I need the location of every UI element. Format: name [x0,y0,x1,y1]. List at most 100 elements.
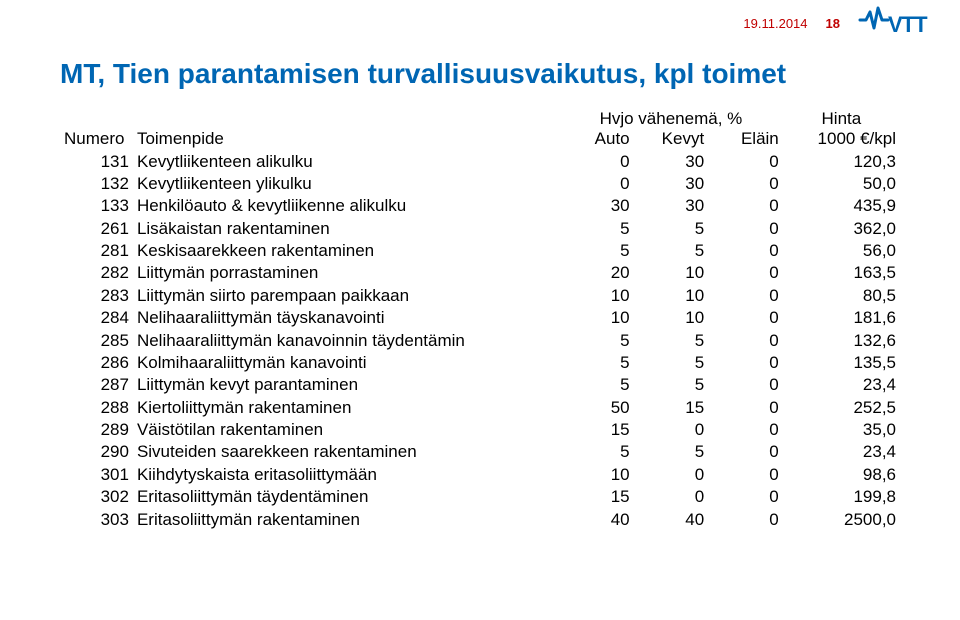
cell-auto: 5 [559,329,634,351]
table-row: 286Kolmihaaraliittymän kanavointi550135,… [60,352,900,374]
cell-price: 23,4 [783,441,900,463]
cell-desc: Nelihaaraliittymän kanavoinnin täydentäm… [133,329,559,351]
data-table: Hvjo vähenemä, % Hinta Numero Toimenpide… [60,108,900,531]
group-header-row: Hvjo vähenemä, % Hinta [60,108,900,129]
cell-num: 281 [60,240,133,262]
cell-num: 283 [60,285,133,307]
cell-desc: Liittymän kevyt parantaminen [133,374,559,396]
group-header-hvjo: Hvjo vähenemä, % [559,108,783,129]
cell-kevyt: 0 [634,464,709,486]
cell-auto: 15 [559,486,634,508]
cell-num: 302 [60,486,133,508]
cell-num: 284 [60,307,133,329]
cell-elain: 0 [708,195,783,217]
cell-num: 289 [60,419,133,441]
cell-desc: Henkilöauto & kevytliikenne alikulku [133,195,559,217]
col-header-price: 1000 €/kpl [783,129,900,150]
data-table-container: Hvjo vähenemä, % Hinta Numero Toimenpide… [60,108,900,531]
cell-kevyt: 30 [634,150,709,172]
cell-auto: 5 [559,240,634,262]
cell-price: 56,0 [783,240,900,262]
table-row: 303Eritasoliittymän rakentaminen40400250… [60,508,900,530]
cell-elain: 0 [708,329,783,351]
cell-kevyt: 10 [634,285,709,307]
cell-auto: 0 [559,173,634,195]
cell-auto: 10 [559,285,634,307]
cell-desc: Kiihdytyskaista eritasoliittymään [133,464,559,486]
cell-elain: 0 [708,419,783,441]
cell-price: 199,8 [783,486,900,508]
cell-elain: 0 [708,240,783,262]
cell-price: 163,5 [783,262,900,284]
cell-desc: Eritasoliittymän rakentaminen [133,508,559,530]
cell-price: 135,5 [783,352,900,374]
col-header-toimenpide: Toimenpide [133,129,559,150]
cell-kevyt: 5 [634,441,709,463]
cell-price: 120,3 [783,150,900,172]
cell-num: 303 [60,508,133,530]
cell-price: 50,0 [783,173,900,195]
cell-elain: 0 [708,441,783,463]
cell-desc: Liittymän porrastaminen [133,262,559,284]
cell-price: 35,0 [783,419,900,441]
cell-elain: 0 [708,173,783,195]
topbar: 19.11.2014 18 VTT [743,6,940,40]
vtt-logo: VTT [858,6,940,40]
table-row: 261Lisäkaistan rakentaminen550362,0 [60,218,900,240]
cell-price: 132,6 [783,329,900,351]
cell-auto: 15 [559,419,634,441]
cell-elain: 0 [708,397,783,419]
cell-kevyt: 30 [634,195,709,217]
cell-price: 252,5 [783,397,900,419]
cell-kevyt: 5 [634,352,709,374]
date-text: 19.11.2014 [743,16,807,31]
column-header-row: Numero Toimenpide Auto Kevyt Eläin 1000 … [60,129,900,150]
cell-price: 362,0 [783,218,900,240]
cell-desc: Kiertoliittymän rakentaminen [133,397,559,419]
cell-desc: Lisäkaistan rakentaminen [133,218,559,240]
cell-elain: 0 [708,307,783,329]
cell-kevyt: 5 [634,240,709,262]
cell-price: 98,6 [783,464,900,486]
cell-desc: Kevytliikenteen ylikulku [133,173,559,195]
page-number: 18 [826,16,840,31]
cell-num: 301 [60,464,133,486]
svg-text:VTT: VTT [888,12,928,37]
table-row: 285Nelihaaraliittymän kanavoinnin täyden… [60,329,900,351]
cell-kevyt: 10 [634,262,709,284]
cell-kevyt: 5 [634,218,709,240]
table-row: 283Liittymän siirto parempaan paikkaan10… [60,285,900,307]
cell-kevyt: 0 [634,419,709,441]
cell-kevyt: 40 [634,508,709,530]
table-row: 131Kevytliikenteen alikulku0300120,3 [60,150,900,172]
cell-num: 290 [60,441,133,463]
table-row: 302Eritasoliittymän täydentäminen1500199… [60,486,900,508]
table-row: 282Liittymän porrastaminen20100163,5 [60,262,900,284]
cell-elain: 0 [708,464,783,486]
col-header-auto: Auto [559,129,634,150]
col-header-elain: Eläin [708,129,783,150]
cell-desc: Eritasoliittymän täydentäminen [133,486,559,508]
cell-elain: 0 [708,262,783,284]
cell-kevyt: 10 [634,307,709,329]
page-title: MT, Tien parantamisen turvallisuusvaikut… [60,58,786,90]
cell-kevyt: 5 [634,374,709,396]
cell-num: 133 [60,195,133,217]
cell-kevyt: 5 [634,329,709,351]
cell-auto: 10 [559,307,634,329]
cell-elain: 0 [708,218,783,240]
cell-elain: 0 [708,374,783,396]
cell-desc: Nelihaaraliittymän täyskanavointi [133,307,559,329]
cell-elain: 0 [708,150,783,172]
table-row: 290Sivuteiden saarekkeen rakentaminen550… [60,441,900,463]
cell-desc: Sivuteiden saarekkeen rakentaminen [133,441,559,463]
cell-elain: 0 [708,352,783,374]
cell-elain: 0 [708,508,783,530]
cell-price: 435,9 [783,195,900,217]
col-header-kevyt: Kevyt [634,129,709,150]
cell-desc: Kevytliikenteen alikulku [133,150,559,172]
cell-kevyt: 15 [634,397,709,419]
cell-desc: Kolmihaaraliittymän kanavointi [133,352,559,374]
table-row: 301Kiihdytyskaista eritasoliittymään1000… [60,464,900,486]
cell-auto: 5 [559,352,634,374]
